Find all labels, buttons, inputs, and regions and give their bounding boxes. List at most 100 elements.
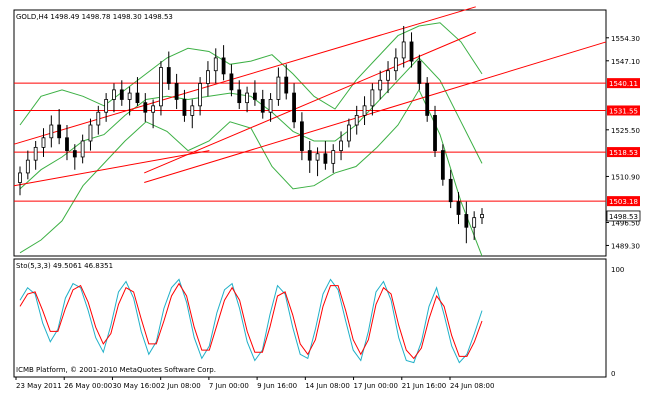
time-tick-label: 21 Jun 16:00 xyxy=(402,382,446,390)
level-tag-text: 1518.53 xyxy=(609,149,638,157)
candle-body xyxy=(401,41,406,59)
candle-body xyxy=(80,140,85,158)
level-tag xyxy=(607,196,640,207)
stochastic-lines xyxy=(19,278,483,364)
candle-body xyxy=(425,83,430,116)
candle-body xyxy=(362,105,367,116)
candle-body xyxy=(253,92,257,100)
time-tick-label: 30 May 16:00 xyxy=(112,382,160,390)
candle-body xyxy=(65,137,69,151)
stochastic-main-line xyxy=(19,278,483,364)
current-price-tag xyxy=(606,210,641,222)
trend-line xyxy=(144,31,476,174)
stochastic-axis: 100 0 xyxy=(611,266,624,378)
time-tick-label: 24 Jun 08:00 xyxy=(450,382,494,390)
candle-body xyxy=(276,76,281,100)
candlesticks xyxy=(18,25,484,244)
price-tick-label: 1554.30 xyxy=(611,35,640,43)
candle-body xyxy=(284,76,289,94)
time-tick-label: 7 Jun 00:00 xyxy=(209,382,249,390)
bollinger-upper-line xyxy=(19,22,483,126)
stochastic-signal-line xyxy=(19,282,483,360)
stochastic-tick-label: 0 xyxy=(611,370,615,378)
main-chart-panel[interactable] xyxy=(13,9,607,257)
candle-body xyxy=(49,124,54,139)
candle-body xyxy=(464,214,469,228)
level-tag-text: 1503.18 xyxy=(609,198,638,206)
current-price-text: 1498.53 xyxy=(609,213,638,221)
time-tick-label: 9 Jun 16:00 xyxy=(257,382,297,390)
candle-body xyxy=(323,153,328,164)
price-axis: 1554.30 1547.10 1525.50 1510.90 1496.50 1489.… xyxy=(606,35,641,250)
candle-body xyxy=(260,99,265,113)
candle-body xyxy=(229,73,234,91)
candle-body xyxy=(182,99,187,116)
time-axis: 23 May 2011 26 May 00:00 30 May 16:00 2 Jun… xyxy=(15,377,494,390)
candle-body xyxy=(472,217,477,228)
candle-body xyxy=(245,92,249,104)
bollinger-middle-line xyxy=(19,57,483,190)
candle-body xyxy=(88,124,93,142)
price-tick-label: 1547.10 xyxy=(611,58,640,66)
candle-body xyxy=(213,57,218,72)
candle-body xyxy=(354,115,359,126)
trend-line xyxy=(13,150,210,187)
time-tick-label: 23 May 2011 xyxy=(16,382,62,390)
candle-body xyxy=(346,124,351,142)
candle-body xyxy=(18,172,22,183)
level-tag xyxy=(607,105,640,116)
candle-body xyxy=(151,105,156,113)
candle-body xyxy=(433,115,437,151)
candle-body xyxy=(393,57,398,72)
level-tag-text: 1531.55 xyxy=(609,107,638,115)
candle-body xyxy=(370,89,375,107)
candle-body xyxy=(480,214,484,219)
candle-body xyxy=(104,99,109,113)
candle-body xyxy=(33,146,38,161)
candle-body xyxy=(299,121,304,151)
level-tag-text: 1540.11 xyxy=(609,80,638,88)
stochastic-tick-label: 100 xyxy=(611,266,624,274)
candle-body xyxy=(206,70,210,84)
price-tick-label: 1489.30 xyxy=(611,242,640,250)
candle-body xyxy=(448,178,453,203)
candle-body xyxy=(25,159,30,174)
copyright-text: ICMB Platform, © 2001-2010 MetaQuotes So… xyxy=(16,366,216,374)
candle-body xyxy=(72,150,77,158)
level-tag xyxy=(607,78,640,89)
stochastic-panel[interactable] xyxy=(13,258,607,378)
candle-body xyxy=(190,105,195,116)
time-tick-label: 26 May 00:00 xyxy=(64,382,112,390)
candle-body xyxy=(456,201,461,215)
price-tick-label: 1510.90 xyxy=(611,173,640,181)
candle-body xyxy=(112,89,116,100)
candle-body xyxy=(57,124,62,139)
candle-body xyxy=(292,92,296,123)
candle-body xyxy=(174,83,179,100)
price-tick-label: 1496.50 xyxy=(611,219,640,227)
time-tick-label: 2 Jun 08:00 xyxy=(161,382,201,390)
candle-body xyxy=(41,137,46,148)
time-tick-label: 14 Jun 08:00 xyxy=(305,382,349,390)
level-price-tags: 1540.11 1531.55 1518.53 1503.18 xyxy=(607,78,640,207)
trend-line xyxy=(144,41,607,183)
time-tick-label: 17 Jun 00:00 xyxy=(354,382,398,390)
candle-body xyxy=(237,89,242,104)
candle-body xyxy=(386,70,390,81)
price-tick-label: 1525.50 xyxy=(611,127,640,135)
candle-body xyxy=(159,67,163,107)
candle-body xyxy=(315,153,320,161)
stochastic-label: Sto(5,3,3) 49.5061 46.8351 xyxy=(16,262,113,270)
level-tag xyxy=(607,147,640,158)
candle-body xyxy=(135,92,140,104)
candle-body xyxy=(417,60,422,84)
candle-body xyxy=(119,89,124,100)
symbol-info-text: GOLD,H4 1498.49 1498.78 1498.30 1498.53 xyxy=(16,13,173,21)
candle-body xyxy=(409,41,414,62)
candle-body xyxy=(339,140,343,151)
candle-body xyxy=(268,99,273,113)
candle-body xyxy=(331,150,336,164)
candle-body xyxy=(221,57,226,75)
